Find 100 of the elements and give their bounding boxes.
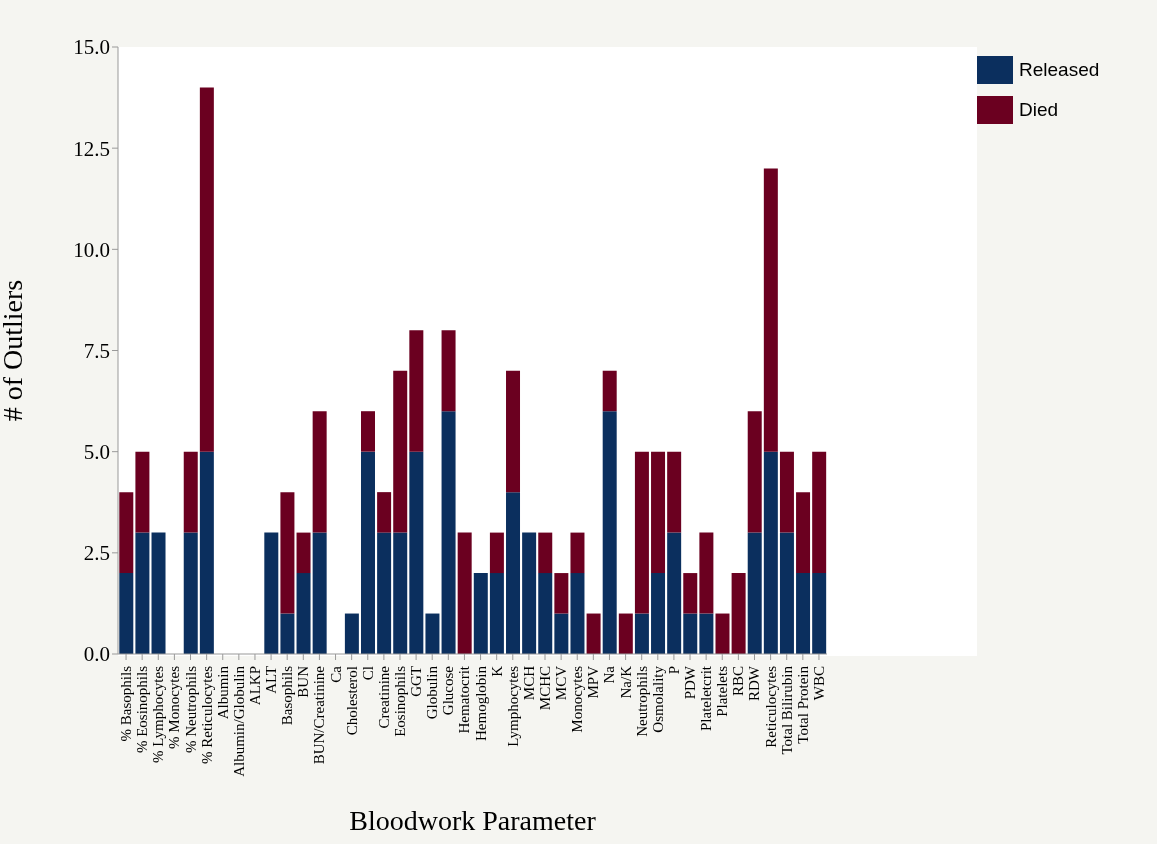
y-tick-label: 15.0	[73, 35, 110, 60]
bar	[651, 573, 666, 654]
bar	[699, 532, 714, 614]
bar	[779, 532, 794, 654]
bar	[441, 330, 456, 412]
bar	[489, 532, 504, 574]
bar	[506, 492, 521, 654]
bar	[731, 573, 746, 654]
bar	[409, 330, 424, 452]
x-tick-label: % Neutrophils	[182, 665, 199, 754]
x-tick-label: MCV	[553, 665, 570, 701]
bar	[634, 451, 649, 614]
bar	[312, 532, 327, 654]
x-tick-label: Basophils	[279, 665, 296, 726]
x-tick-label: Total Bilirubin	[778, 665, 795, 755]
x-axis-title: Bloodwork Parameter	[349, 805, 597, 836]
bar	[699, 613, 714, 654]
bar	[425, 613, 440, 654]
x-tick-label: % Reticulocytes	[198, 665, 215, 764]
bar	[377, 492, 392, 533]
bar	[522, 532, 537, 654]
bar	[715, 613, 730, 654]
bar	[473, 573, 488, 654]
bar	[393, 532, 408, 654]
x-tick-label: Osmolality	[649, 665, 666, 733]
bar	[199, 87, 214, 452]
x-tick-label: Glucose	[440, 665, 457, 716]
bar	[183, 451, 198, 533]
x-tick-label: P	[665, 666, 682, 675]
bar	[812, 573, 827, 654]
bar	[796, 573, 811, 654]
x-tick-label: Hemoglobin	[472, 665, 489, 741]
x-tick-label: MPV	[585, 665, 602, 699]
bar	[151, 532, 166, 654]
x-tick-label: Plateletcrit	[698, 665, 715, 731]
bar	[602, 411, 617, 654]
x-tick-label: RBC	[730, 666, 747, 697]
x-tick-label: Cl	[359, 666, 376, 681]
x-tick-label: Platelets	[714, 665, 731, 717]
bar	[796, 492, 811, 574]
x-tick-label: Globulin	[424, 665, 441, 720]
bar	[747, 411, 762, 533]
bar	[360, 411, 375, 452]
x-tick-label: Neutrophils	[633, 665, 650, 737]
x-tick-label: ALT	[263, 666, 280, 694]
bar	[393, 370, 408, 533]
y-axis-title: # of Outliers	[0, 279, 28, 422]
x-tick-label: Na/K	[617, 665, 634, 699]
y-tick-label: 10.0	[73, 237, 110, 262]
y-tick-label: 5.0	[83, 440, 110, 465]
legend-label: Died	[1019, 99, 1059, 121]
bar	[602, 370, 617, 412]
y-tick-label: 0.0	[83, 642, 110, 667]
x-tick-label: Creatinine	[375, 665, 392, 729]
bar	[457, 532, 472, 654]
bar	[667, 532, 682, 654]
bar	[570, 573, 585, 654]
y-tick-label: 7.5	[83, 338, 110, 363]
x-tick-label: Albumin	[214, 665, 231, 720]
x-tick-label: RDW	[746, 665, 763, 701]
bar	[570, 532, 585, 574]
bar	[489, 573, 504, 654]
bar	[538, 573, 553, 654]
x-tick-label: K	[488, 665, 505, 677]
bar	[441, 411, 456, 654]
bar	[538, 532, 553, 574]
bar	[312, 411, 327, 533]
x-tick-label: Ca	[327, 665, 344, 683]
bar	[135, 451, 150, 533]
x-tick-label: % Monocytes	[166, 665, 183, 749]
bar	[183, 532, 198, 654]
bar	[119, 573, 134, 654]
bar	[683, 573, 698, 614]
x-tick-label: BUN	[295, 665, 312, 698]
bar	[199, 451, 214, 654]
bar	[360, 451, 375, 654]
x-tick-label: Albumin/Globulin	[230, 665, 247, 777]
legend-label: Released	[1019, 59, 1100, 81]
x-tick-label: Lymphocytes	[504, 665, 521, 747]
bar	[264, 532, 279, 654]
bar	[554, 613, 569, 654]
x-tick-label: Monocytes	[569, 665, 586, 733]
x-tick-label: Total Protein	[794, 665, 811, 744]
y-tick-label: 12.5	[73, 136, 110, 161]
x-tick-label: % Basophils	[118, 665, 135, 742]
x-tick-label: MCHC	[537, 666, 554, 711]
bar	[747, 532, 762, 654]
bar	[344, 613, 359, 654]
x-tick-label: Cholesterol	[343, 666, 360, 736]
bar	[506, 370, 521, 493]
bar	[667, 451, 682, 533]
x-tick-label: % Eosinophils	[134, 665, 151, 754]
bar	[296, 573, 311, 654]
x-tick-label: Hematocrit	[456, 665, 473, 734]
x-tick-label: ALKP	[246, 666, 263, 706]
bar	[634, 613, 649, 654]
bar	[119, 492, 134, 574]
bar	[683, 613, 698, 654]
x-tick-label: GGT	[408, 666, 425, 697]
x-tick-label: MCH	[520, 665, 537, 701]
